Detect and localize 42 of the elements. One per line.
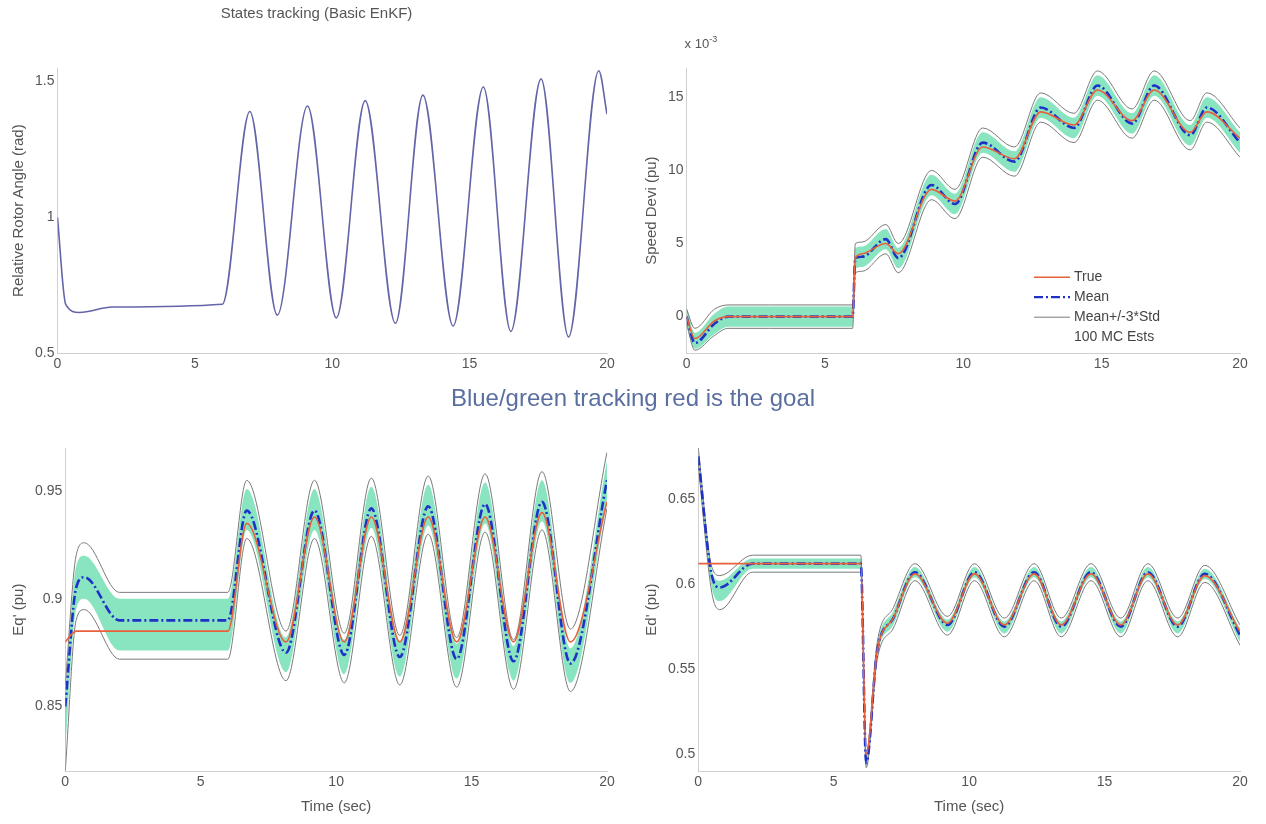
x-tick-label: 10 [955, 355, 972, 372]
y-tick-label: 10 [667, 161, 684, 178]
x-tick-label: 15 [461, 355, 478, 372]
x-axis-title: Time (sec) [933, 797, 1005, 815]
y-tick-label: 0 [675, 307, 684, 324]
y-tick-label: 0.55 [668, 660, 696, 676]
legend-label: True [1074, 268, 1103, 285]
y-tick-label: 0.5 [675, 745, 696, 762]
chart-title: Blue/green tracking red is the goal [449, 384, 817, 412]
x-tick-label: 15 [1096, 773, 1113, 790]
x-tick-label: 20 [1232, 355, 1248, 372]
x-tick-label: 20 [1232, 773, 1248, 790]
y-tick-label: 5 [675, 234, 684, 251]
x-tick-label: 5 [829, 773, 838, 790]
y-tick-label: 15 [667, 88, 684, 105]
y-axis-title: Speed Devi (pu) [642, 156, 660, 265]
legend-label: Mean+/-3*Std [1074, 308, 1160, 325]
x-tick-label: 20 [599, 773, 615, 790]
annotation: 100 MC Ests [1074, 328, 1155, 345]
y-tick-label: 0.95 [35, 481, 63, 498]
x-tick-label: 5 [196, 773, 205, 790]
legend-label: Mean [1074, 288, 1110, 305]
x-tick-label: 20 [599, 355, 615, 372]
y-tick-label: 0.65 [668, 489, 696, 506]
y-tick-label: 0.6 [675, 574, 696, 591]
x-tick-label: 10 [961, 773, 978, 790]
x-tick-label: 10 [324, 355, 341, 372]
y-tick-label: 0.9 [42, 589, 63, 606]
x-tick-label: 15 [463, 773, 480, 790]
y-axis-title: Relative Rotor Angle (rad) [9, 124, 27, 297]
y-axis-title: Eq' (pu) [9, 583, 27, 636]
x-tick-label: 15 [1093, 355, 1110, 372]
y-tick-label: 1 [46, 208, 55, 225]
y-tick-label: 1.5 [34, 72, 55, 89]
y-tick-label: 0.5 [34, 344, 55, 361]
x-axis-title: Time (sec) [300, 797, 372, 815]
chart-title: States tracking (Basic EnKF) [219, 4, 414, 21]
x-tick-label: 5 [190, 355, 199, 372]
x-tick-label: 10 [328, 773, 345, 790]
y-axis-title: Ed' (pu) [642, 583, 660, 636]
y-tick-label: 0.85 [35, 697, 63, 714]
x-tick-label: 5 [821, 355, 830, 372]
